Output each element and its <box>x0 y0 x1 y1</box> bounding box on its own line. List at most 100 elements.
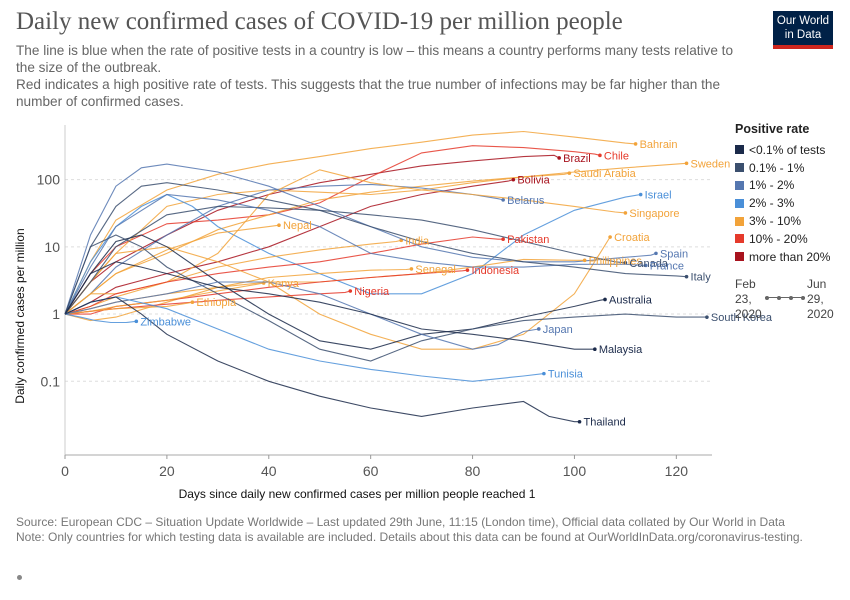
legend-item[interactable]: 0.1% - 1% <box>735 159 845 177</box>
series-label: Spain <box>660 248 688 260</box>
series-line <box>64 183 504 315</box>
y-axis-ticks: 0.1 1 10 100 <box>37 172 61 390</box>
series-line <box>64 145 601 315</box>
timeline-start-month: Feb <box>735 277 756 291</box>
series-label: Belarus <box>507 195 545 207</box>
timeline-end-date: Jun 29, 2020 <box>807 277 834 322</box>
series-line <box>64 301 193 315</box>
series-line <box>64 261 595 350</box>
series-label: Israel <box>645 190 672 202</box>
chart-subtitle: The line is blue when the rate of positi… <box>16 42 736 110</box>
timeline-end-handle[interactable] <box>801 295 805 300</box>
series-end-point <box>567 171 572 175</box>
series-line <box>64 130 636 315</box>
x-tick-label: 60 <box>363 463 379 479</box>
series-label: Senegal <box>415 264 455 276</box>
series-end-point <box>638 192 643 197</box>
legend-swatch <box>735 216 744 226</box>
footer-source: Source: European CDC – Situation Update … <box>16 515 785 529</box>
logo-line-1: Our World <box>776 15 830 27</box>
series-end-point <box>465 268 470 272</box>
timeline-start-year: 2020 <box>735 307 762 321</box>
series-label: Tunisia <box>548 369 584 381</box>
series-end-point <box>577 419 582 424</box>
series-end-point <box>598 153 602 158</box>
series-label: Bahrain <box>640 139 678 151</box>
series-end-point <box>501 198 505 202</box>
series-end-point <box>536 327 541 331</box>
series-label: Pakistan <box>507 234 549 246</box>
series-end-point <box>623 211 628 215</box>
legend-swatch <box>735 252 744 262</box>
series-line <box>64 193 646 315</box>
legend-swatch <box>735 234 744 244</box>
series-label: Chile <box>604 150 629 162</box>
legend-swatch <box>735 180 744 190</box>
series-end-point <box>684 161 689 166</box>
legend-item[interactable]: 3% - 10% <box>735 212 845 230</box>
series-label: Japan <box>543 324 573 336</box>
series-label: Singapore <box>629 208 679 220</box>
series-end-point <box>501 237 505 241</box>
series-end-point <box>409 267 414 271</box>
series-label: Zimbabwe <box>140 316 191 328</box>
series-lines <box>64 130 709 424</box>
series-label: Indonesia <box>471 265 520 277</box>
legend-item-label: 0.1% - 1% <box>749 160 805 175</box>
legend-swatch <box>735 163 744 173</box>
legend-item[interactable]: 1% - 2% <box>735 177 845 195</box>
series-line <box>64 296 544 382</box>
timeline-start-date: Feb 23, 2020 <box>735 277 762 322</box>
series-label: Kenya <box>268 278 300 290</box>
series-end-point <box>633 142 638 146</box>
series-label: South Korea <box>711 312 773 324</box>
y-tick-label: 0.1 <box>41 373 61 389</box>
series-label: Italy <box>691 272 712 284</box>
series-end-point <box>542 371 546 376</box>
series-label: Australia <box>609 294 653 306</box>
series-end-point <box>593 347 597 352</box>
legend-swatch <box>735 145 744 155</box>
y-tick-label: 1 <box>52 306 60 322</box>
x-axis-ticks: 0 20 40 60 80 100 120 <box>61 455 688 479</box>
series-line <box>64 234 707 362</box>
series-end-point <box>654 251 658 256</box>
series-label: Ethiopia <box>196 297 237 309</box>
series-line <box>64 281 539 350</box>
legend-swatch <box>735 198 744 208</box>
series-end-point <box>511 177 516 182</box>
series-end-point <box>134 319 139 324</box>
grid-lines <box>64 125 712 456</box>
series-end-point <box>705 315 709 319</box>
subtitle-line-2: Red indicates a high positive rate of te… <box>16 77 721 109</box>
series-line <box>64 239 402 315</box>
legend-item[interactable]: 2% - 3% <box>735 194 845 212</box>
legend-item-label: 10% - 20% <box>749 231 808 246</box>
legend-item[interactable]: <0.1% of tests <box>735 141 845 159</box>
x-tick-label: 120 <box>665 463 689 479</box>
series-line <box>64 313 137 324</box>
legend-items: <0.1% of tests 0.1% - 1% 1% - 2% 2% - 3% 3% … <box>735 141 845 266</box>
series-end-point <box>582 258 587 263</box>
x-tick-label: 40 <box>261 463 277 479</box>
y-tick-label: 10 <box>44 239 60 255</box>
timeline-dot <box>789 295 793 300</box>
legend-item[interactable]: 10% - 20% <box>735 230 845 248</box>
owid-logo[interactable]: Our World in Data <box>773 11 833 49</box>
legend: Positive rate <0.1% of tests 0.1% - 1% 1% … <box>735 122 845 266</box>
series-label: Canada <box>629 258 668 270</box>
timeline-track[interactable] <box>765 297 805 298</box>
timeline-end-year: 2020 <box>807 307 834 321</box>
series-line <box>64 179 514 315</box>
series-end-point <box>684 274 689 279</box>
timeline-start-handle[interactable] <box>765 295 769 300</box>
series-label: Nepal <box>283 220 312 232</box>
series-end-point <box>608 235 612 239</box>
legend-item-label: 3% - 10% <box>749 214 802 229</box>
timeline-end-month: Jun <box>807 277 827 291</box>
legend-title: Positive rate <box>735 122 810 136</box>
series-end-point <box>557 156 561 160</box>
timeline-slider[interactable]: Feb 23, 2020 Jun 29, 2020 <box>735 277 845 327</box>
timeline-dot <box>777 295 781 300</box>
legend-item[interactable]: more than 20% <box>735 248 845 266</box>
